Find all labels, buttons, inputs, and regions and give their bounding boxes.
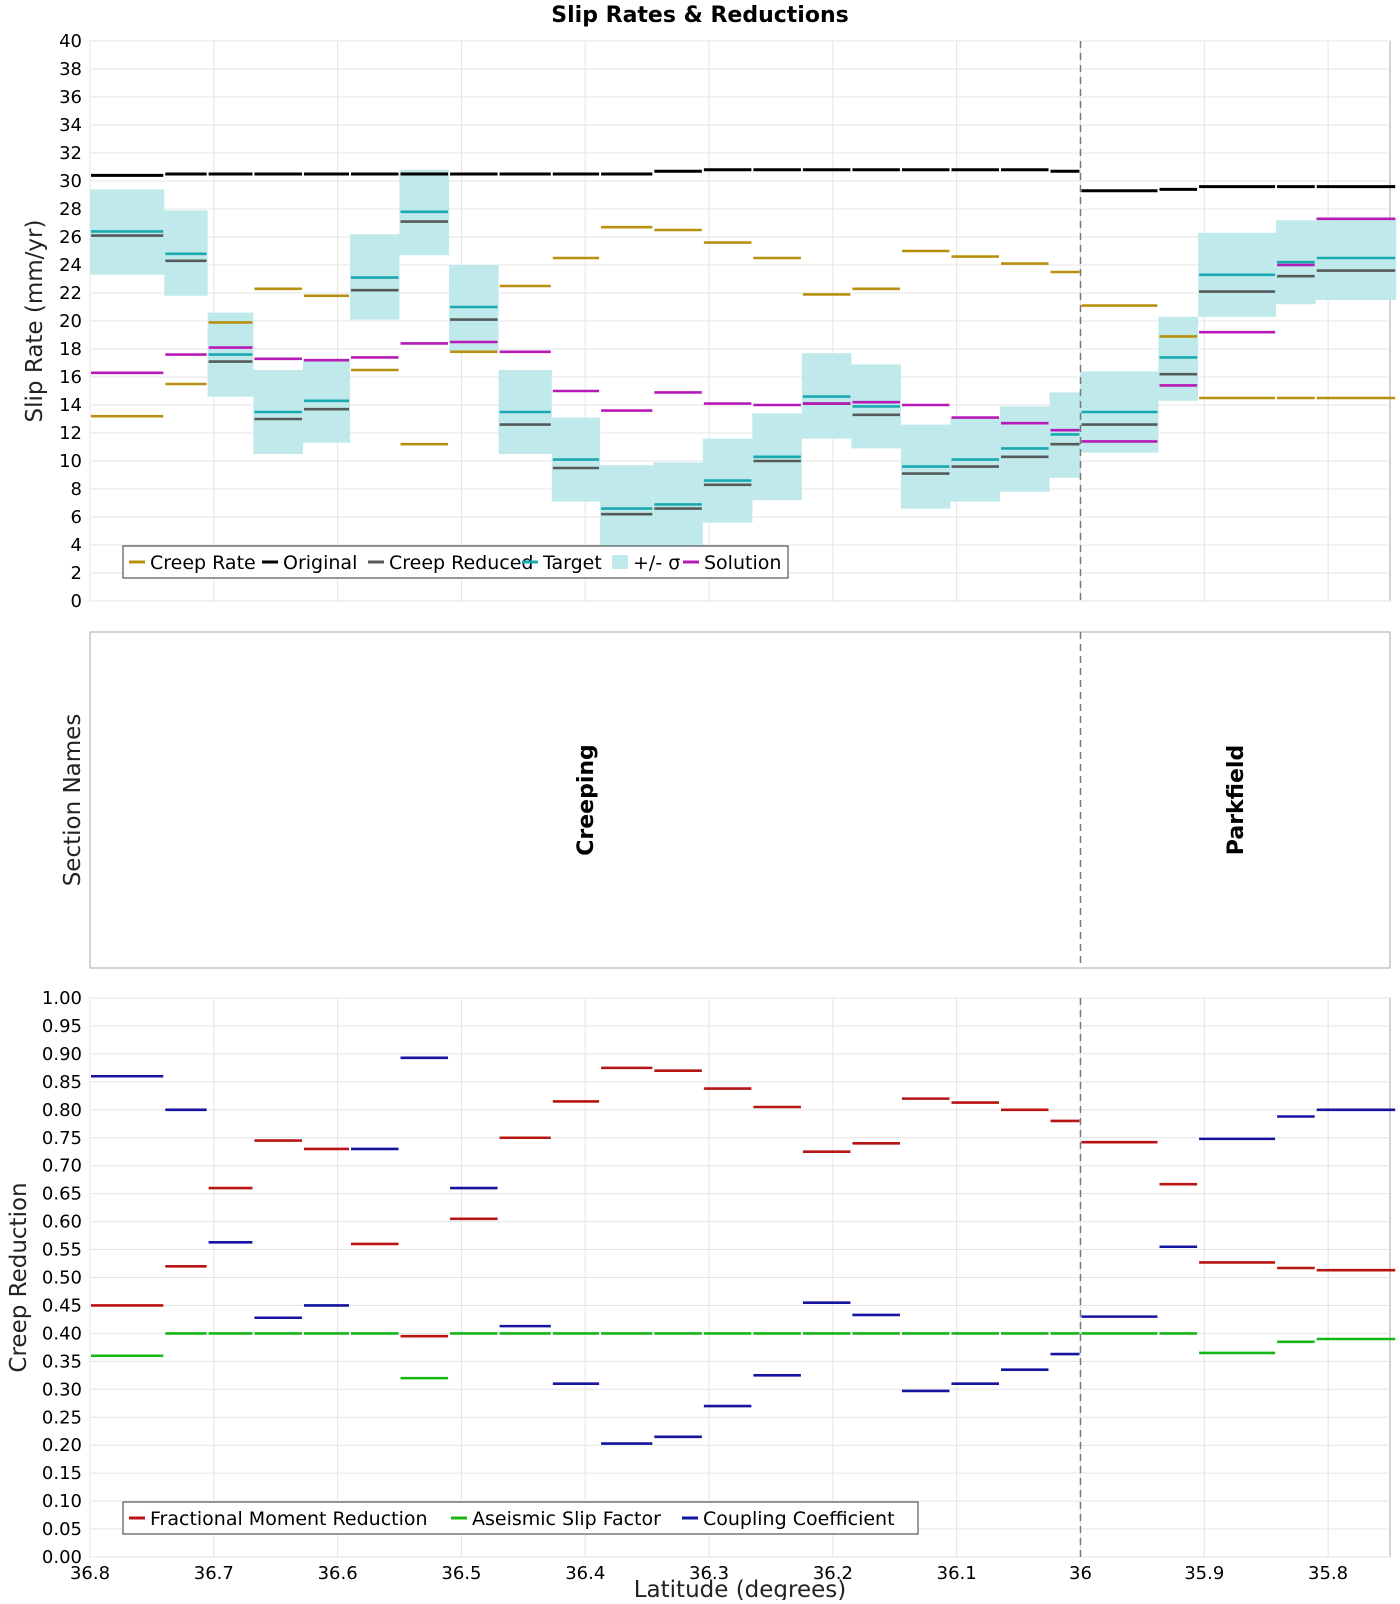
creep-reduction-y-label: Creep Reduction <box>6 1182 32 1372</box>
y-tick-label: 0.45 <box>42 1295 82 1316</box>
y-tick-label: 0.90 <box>42 1044 82 1065</box>
x-tick-label: 36.6 <box>318 1563 358 1584</box>
x-tick-label: 36.3 <box>689 1563 729 1584</box>
section-names-y-label: Section Names <box>60 714 86 887</box>
y-tick-label: 0.75 <box>42 1128 82 1149</box>
y-tick-label: 30 <box>59 171 82 192</box>
latitude-x-ticks: 36.8 36.7 36.6 36.5 36.4 36.3 36.2 36.1 36 35.9 35… <box>70 1563 1348 1584</box>
y-tick-label: 12 <box>59 423 82 444</box>
y-tick-label: 16 <box>59 367 82 388</box>
section-label: Creeping <box>574 744 599 856</box>
creep-reduction-y-ticks: 0.00 0.05 0.10 0.15 0.20 0.25 0.30 0.35 0.40 0.45… <box>42 988 82 1568</box>
y-tick-label: 0.15 <box>42 1463 82 1484</box>
y-tick-label: 34 <box>59 115 82 136</box>
legend-entry: Creep Rate <box>150 552 256 574</box>
x-tick-label: 36.7 <box>194 1563 234 1584</box>
y-tick-label: 6 <box>71 507 82 528</box>
y-tick-label: 40 <box>59 31 82 52</box>
legend-box <box>122 1501 919 1535</box>
y-tick-label: 0.50 <box>42 1268 82 1289</box>
y-tick-label: 0.65 <box>42 1184 82 1205</box>
sigma-band-segment <box>1158 316 1199 401</box>
creep-reduction-panel: 0.00 0.05 0.10 0.15 0.20 0.25 0.30 0.35 0.40 0.45… <box>6 988 1396 1603</box>
y-tick-label: 8 <box>71 479 82 500</box>
y-tick-label: 0.30 <box>42 1379 82 1400</box>
legend-entry: Coupling Coefficient <box>703 1508 895 1530</box>
y-tick-label: 0 <box>71 591 82 612</box>
x-tick-label: 35.8 <box>1308 1563 1348 1584</box>
section-label: Parkfield <box>1224 745 1249 855</box>
x-tick-label: 36.5 <box>441 1563 481 1584</box>
y-tick-label: 4 <box>71 535 82 556</box>
x-tick-label: 36.4 <box>565 1563 605 1584</box>
latitude-x-label: Latitude (degrees) <box>634 1577 847 1600</box>
y-tick-label: 14 <box>59 395 82 416</box>
slip-rate-series-group <box>91 41 1396 601</box>
y-tick-label: 36 <box>59 87 82 108</box>
y-tick-label: 28 <box>59 199 82 220</box>
y-tick-label: 0.85 <box>42 1072 82 1093</box>
legend-entry: +/- σ <box>633 552 680 574</box>
x-tick-label: 35.9 <box>1184 1563 1224 1584</box>
x-tick-label: 36.1 <box>937 1563 977 1584</box>
legend-entry: Aseismic Slip Factor <box>472 1508 661 1530</box>
y-tick-label: 32 <box>59 143 82 164</box>
y-tick-label: 0.25 <box>42 1407 82 1428</box>
y-tick-label: 0.00 <box>42 1547 82 1568</box>
y-tick-label: 0.55 <box>42 1240 82 1261</box>
slip-rate-legend: Creep Rate Original Creep Reduced Target +/-… <box>122 545 789 579</box>
y-tick-label: 2 <box>71 563 82 584</box>
section-names-panel: Creeping Parkfield Section Names <box>60 631 1391 969</box>
creep-reduction-grid <box>89 997 1390 1558</box>
y-tick-label: 20 <box>59 311 82 332</box>
y-tick-label: 0.60 <box>42 1212 82 1233</box>
y-tick-label: 0.95 <box>42 1016 82 1037</box>
creep-reduction-series-group <box>91 998 1396 1557</box>
y-tick-label: 18 <box>59 339 82 360</box>
y-tick-label: 22 <box>59 283 82 304</box>
legend-entry: Fractional Moment Reduction <box>150 1508 428 1530</box>
x-tick-label: 36 <box>1069 1563 1092 1584</box>
y-tick-label: 0.05 <box>42 1519 82 1540</box>
y-tick-label: 10 <box>59 451 82 472</box>
legend-entry: Target <box>542 552 602 574</box>
y-tick-label: 0.40 <box>42 1323 82 1344</box>
y-tick-label: 1.00 <box>42 988 82 1009</box>
legend-entry: Creep Reduced <box>389 552 533 574</box>
x-tick-label: 36.2 <box>813 1563 853 1584</box>
legend-box <box>122 545 789 579</box>
section-names-plot-area <box>89 631 1391 969</box>
y-tick-label: 0.10 <box>42 1491 82 1512</box>
chart-title: Slip Rates & Reductions <box>551 3 848 28</box>
x-tick-label: 36.8 <box>70 1563 110 1584</box>
creep-reduction-legend: Fractional Moment Reduction Aseismic Slip… <box>122 1501 919 1535</box>
y-tick-label: 0.80 <box>42 1100 82 1121</box>
slip-rate-y-label: Slip Rate (mm/yr) <box>22 220 48 423</box>
legend-entry: Original <box>283 552 357 574</box>
y-tick-label: 0.35 <box>42 1351 82 1372</box>
y-tick-label: 38 <box>59 59 82 80</box>
y-tick-label: 24 <box>59 255 82 276</box>
y-tick-label: 0.70 <box>42 1156 82 1177</box>
y-tick-label: 0.20 <box>42 1435 82 1456</box>
legend-swatch <box>612 555 628 569</box>
legend-entry: Solution <box>704 552 781 574</box>
section-labels: Creeping Parkfield <box>574 632 1249 968</box>
y-tick-label: 26 <box>59 227 82 248</box>
